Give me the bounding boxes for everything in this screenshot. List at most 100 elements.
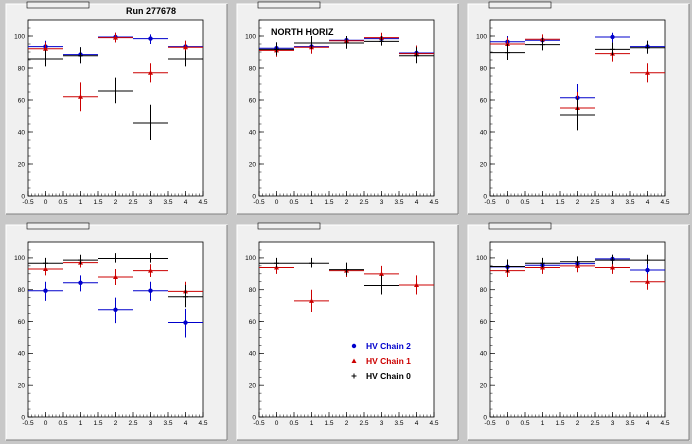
plot-area: [27, 241, 204, 418]
x-tick-label: 3.5: [625, 199, 634, 206]
data-point: [183, 56, 188, 62]
stats-tab: [26, 1, 90, 9]
x-tick-label: 4: [415, 420, 419, 427]
x-tick-label: 1.5: [93, 420, 102, 427]
y-tick-label: 20: [480, 382, 488, 389]
data-point: [540, 260, 545, 266]
x-tick-label: 0: [44, 199, 48, 206]
y-tick-label: 60: [18, 97, 26, 104]
x-tick-label: 4: [184, 420, 188, 427]
y-tick-label: 60: [480, 319, 488, 326]
legend-label: HV Chain 1: [366, 356, 411, 366]
data-point: [148, 288, 153, 293]
x-tick-label: -0.5: [22, 199, 34, 206]
x-tick-label: 2: [345, 420, 349, 427]
legend-label: HV Chain 0: [366, 371, 411, 381]
y-tick-label: 40: [480, 129, 488, 136]
data-point: [183, 44, 188, 50]
data-point: [183, 294, 188, 300]
x-tick-label: 1: [310, 199, 314, 206]
x-tick-label: 0: [275, 420, 279, 427]
data-point: [113, 307, 118, 313]
panel-annotation: Run 277678: [126, 6, 176, 16]
stats-tab: [488, 1, 552, 9]
data-point: [344, 267, 349, 273]
data-point: [78, 94, 83, 99]
x-tick-label: -0.5: [484, 420, 496, 427]
data-point: [309, 40, 314, 46]
x-tick-label: 0: [275, 199, 279, 206]
data-point: [645, 257, 650, 263]
y-tick-label: 20: [18, 161, 26, 168]
y-tick-label: 80: [18, 65, 26, 72]
data-point: [148, 70, 153, 75]
y-tick-label: 100: [14, 33, 25, 40]
x-tick-label: 4: [415, 199, 419, 206]
data-point: [645, 267, 650, 273]
data-point: [148, 36, 153, 41]
x-tick-label: 0.5: [289, 199, 298, 206]
x-tick-label: 2.5: [128, 199, 137, 206]
y-tick-label: 80: [249, 287, 257, 294]
data-point: [113, 35, 118, 40]
y-tick-label: 60: [18, 319, 26, 326]
data-point: [43, 56, 48, 62]
x-tick-label: 3: [380, 420, 384, 427]
y-tick-label: 0: [21, 193, 25, 200]
x-tick-label: 0.5: [289, 420, 298, 427]
y-tick-label: 40: [249, 129, 257, 136]
data-point: [274, 260, 279, 266]
data-point: [43, 260, 48, 266]
data-point: [610, 264, 615, 270]
y-tick-label: 80: [480, 287, 488, 294]
x-tick-label: -0.5: [253, 199, 265, 206]
x-tick-label: 0: [506, 199, 510, 206]
y-tick-label: 60: [249, 97, 257, 104]
data-point: [43, 46, 48, 51]
y-tick-label: 80: [480, 65, 488, 72]
y-tick-label: 0: [252, 414, 256, 421]
legend: HV Chain 2 HV Chain 1 HV Chain 0: [351, 341, 411, 381]
x-tick-label: 2: [345, 199, 349, 206]
y-tick-label: 60: [480, 97, 488, 104]
data-point: [379, 283, 384, 289]
y-tick-label: 100: [245, 255, 256, 262]
data-point: [309, 298, 314, 303]
data-point: [645, 45, 650, 51]
y-tick-label: 0: [483, 193, 487, 200]
x-tick-label: 4.5: [198, 420, 207, 427]
data-point: [414, 53, 419, 59]
x-tick-label: 3: [611, 420, 615, 427]
data-point: [505, 41, 510, 46]
data-point: [148, 256, 153, 262]
data-point: [610, 257, 615, 263]
x-tick-label: 1: [79, 420, 83, 427]
y-tick-label: 20: [18, 382, 26, 389]
x-tick-label: 0.5: [520, 420, 529, 427]
data-point: [78, 257, 83, 263]
y-tick-label: 100: [14, 255, 25, 262]
data-point: [610, 34, 615, 40]
data-point: [505, 50, 510, 56]
data-point: [113, 274, 118, 279]
x-tick-label: 3.5: [163, 199, 172, 206]
x-tick-label: 1: [541, 420, 545, 427]
y-tick-label: 40: [249, 351, 257, 358]
y-tick-label: 0: [252, 193, 256, 200]
y-tick-label: 20: [249, 161, 257, 168]
legend-marker: [351, 358, 357, 363]
y-tick-label: 0: [483, 414, 487, 421]
x-tick-label: 0: [506, 420, 510, 427]
y-tick-label: 0: [21, 414, 25, 421]
stats-tab: [26, 222, 90, 230]
x-tick-label: 2.5: [590, 199, 599, 206]
x-tick-label: 1.5: [324, 420, 333, 427]
x-tick-label: 3.5: [394, 199, 403, 206]
y-tick-label: 80: [249, 65, 257, 72]
data-point: [645, 70, 650, 75]
x-tick-label: 3.5: [163, 420, 172, 427]
data-point: [274, 46, 279, 52]
x-tick-label: 2.5: [128, 420, 137, 427]
y-tick-label: 40: [18, 129, 26, 136]
